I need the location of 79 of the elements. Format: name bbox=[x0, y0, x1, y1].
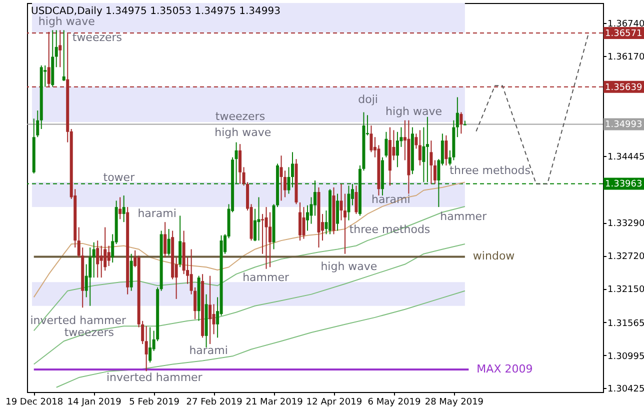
series-label: window bbox=[472, 250, 515, 263]
y-tick-label: 1.33290 bbox=[608, 219, 644, 230]
candlestick bbox=[396, 131, 399, 168]
x-tick-label: 14 Jan 2019 bbox=[67, 398, 122, 408]
x-tick-label: 28 May 2019 bbox=[424, 398, 484, 408]
candlestick bbox=[444, 134, 448, 166]
annotation: hammer bbox=[440, 210, 488, 223]
y-tick-label: 1.36740 bbox=[608, 20, 644, 30]
annotation: tower bbox=[103, 171, 136, 184]
y-tick-label: 1.32720 bbox=[608, 252, 644, 262]
y-tick-label: 1.30995 bbox=[608, 352, 644, 362]
annotation: tweezers bbox=[72, 31, 122, 44]
candlestick bbox=[430, 140, 433, 184]
annotation: high wave bbox=[214, 126, 272, 139]
candlestick bbox=[343, 193, 346, 254]
candlestick bbox=[88, 247, 92, 306]
candlestick bbox=[418, 130, 422, 166]
chart-title: USDCAD,Daily 1.34975 1.35053 1.34975 1.34993 bbox=[31, 6, 280, 17]
candlestick bbox=[306, 204, 310, 232]
ref-line-label: 1.36571 bbox=[605, 29, 642, 39]
candlestick bbox=[456, 96, 459, 138]
candlestick bbox=[144, 326, 148, 372]
candlestick bbox=[414, 133, 418, 150]
candlestick bbox=[178, 215, 182, 268]
candlestick bbox=[336, 193, 339, 232]
candlestick bbox=[433, 160, 436, 184]
candlestick bbox=[354, 185, 358, 214]
candlestick bbox=[107, 245, 110, 266]
candlestick bbox=[257, 196, 260, 242]
annotation: inverted hammer bbox=[106, 371, 203, 384]
series-label: MAX 2009 bbox=[476, 362, 533, 376]
candlestick bbox=[384, 131, 388, 158]
candlestick bbox=[340, 183, 343, 221]
candlestick bbox=[212, 304, 216, 335]
annotation: high wave bbox=[386, 105, 442, 118]
candlestick bbox=[148, 326, 152, 364]
y-tick-label: 1.30425 bbox=[608, 384, 644, 395]
candlestick bbox=[62, 30, 66, 82]
x-tick-label: 5 Feb 2019 bbox=[129, 398, 180, 408]
x-tick-label: 6 May 2019 bbox=[368, 398, 421, 408]
annotation: three methods bbox=[450, 164, 531, 177]
candlestick bbox=[122, 194, 126, 223]
candlestick bbox=[118, 196, 122, 220]
x-tick-label: 12 Apr 2019 bbox=[306, 398, 362, 408]
y-tick-label: 1.34445 bbox=[608, 152, 644, 162]
candlestick bbox=[264, 206, 268, 270]
candlestick bbox=[92, 242, 96, 278]
candlestick bbox=[96, 240, 100, 278]
candlestick bbox=[54, 30, 58, 68]
candlestick bbox=[280, 155, 283, 202]
annotation: harami bbox=[138, 207, 176, 220]
x-tick-label: 19 Dec 2018 bbox=[6, 398, 64, 408]
annotation: tweezers bbox=[215, 110, 266, 123]
candlestick bbox=[370, 125, 373, 153]
candlestick bbox=[238, 144, 242, 184]
candlestick bbox=[460, 112, 463, 134]
annotation: high wave bbox=[38, 15, 96, 28]
candlestick bbox=[167, 228, 170, 256]
y-tick-label: 1.36170 bbox=[608, 52, 644, 63]
annotation: high wave bbox=[320, 260, 378, 273]
annotation: harami bbox=[189, 344, 228, 357]
candlestick bbox=[302, 206, 306, 240]
x-tick-label: 21 Mar 2019 bbox=[246, 398, 304, 408]
candlestick bbox=[298, 202, 302, 242]
ref-line-label: 1.34993 bbox=[605, 120, 642, 130]
ref-line-label: 1.35639 bbox=[605, 82, 642, 93]
annotation: doji bbox=[358, 93, 378, 106]
candlestick bbox=[164, 222, 167, 258]
y-tick-label: 1.32150 bbox=[608, 285, 644, 296]
ref-line-label: 1.33963 bbox=[605, 180, 642, 190]
annotation: hammer bbox=[242, 271, 290, 284]
y-tick-label: 1.31565 bbox=[608, 318, 644, 329]
candlestick bbox=[208, 275, 212, 345]
candlestick bbox=[254, 208, 257, 242]
candlestick bbox=[100, 245, 103, 278]
line-series bbox=[33, 244, 466, 365]
x-tick-label: 27 Feb 2019 bbox=[186, 398, 243, 408]
candlestick bbox=[261, 213, 264, 254]
candlestick bbox=[422, 126, 426, 183]
